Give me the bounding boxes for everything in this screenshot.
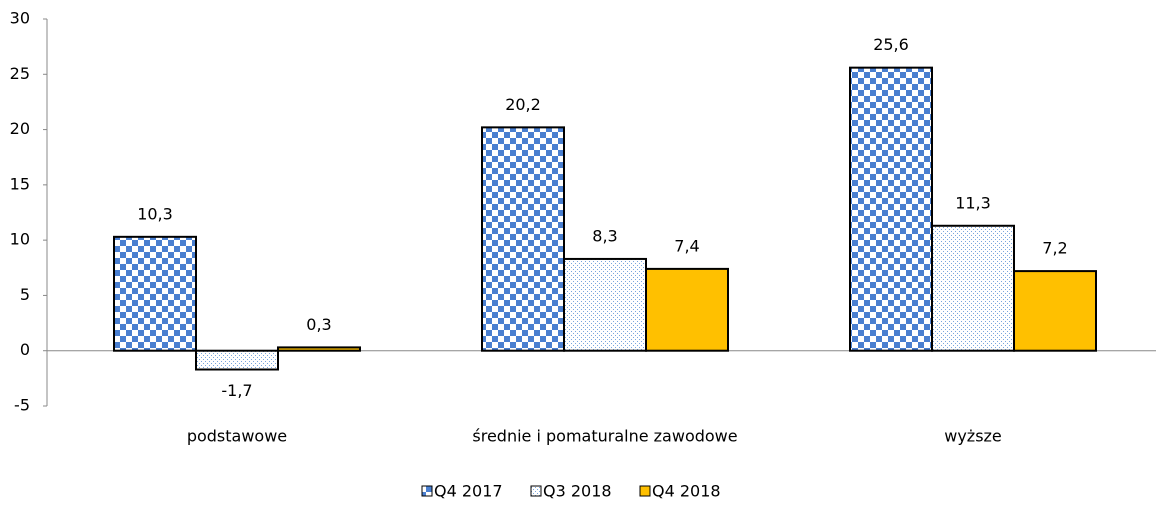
y-tick-label: 25 — [10, 64, 30, 83]
value-label: 0,3 — [306, 315, 331, 334]
value-label: 10,3 — [137, 204, 173, 223]
bar — [563, 257, 647, 352]
y-tick-label: 10 — [10, 230, 30, 249]
bar — [849, 66, 933, 352]
value-label: 7,4 — [674, 236, 699, 255]
legend-swatch — [421, 485, 433, 497]
legend-swatch — [530, 485, 542, 497]
bar — [931, 224, 1015, 352]
value-label: 7,2 — [1042, 239, 1067, 258]
value-label: 8,3 — [592, 226, 617, 245]
legend-label: Q4 2017 — [434, 482, 503, 501]
y-tick-label: -5 — [14, 396, 30, 415]
y-tick-label: 15 — [10, 174, 30, 193]
y-tick-label: 0 — [20, 340, 30, 359]
bar — [645, 267, 729, 352]
y-tick-label: 30 — [10, 9, 30, 28]
legend-label: Q3 2018 — [543, 482, 612, 501]
x-tick-label: podstawowe — [187, 427, 287, 446]
bar — [195, 349, 279, 371]
value-label: 20,2 — [505, 95, 541, 114]
bar — [277, 346, 361, 352]
legend-label: Q4 2018 — [652, 482, 721, 501]
bar — [481, 126, 565, 352]
bar — [113, 235, 197, 352]
bar — [1013, 270, 1097, 352]
y-tick-label: 20 — [10, 119, 30, 138]
value-label: -1,7 — [221, 381, 252, 400]
legend-swatch — [639, 485, 651, 497]
x-tick-label: średnie i pomaturalne zawodowe — [472, 427, 737, 446]
y-tick-label: 5 — [20, 285, 30, 304]
value-label: 11,3 — [955, 193, 991, 212]
value-label: 25,6 — [873, 35, 909, 54]
x-tick-label: wyższe — [944, 427, 1002, 446]
